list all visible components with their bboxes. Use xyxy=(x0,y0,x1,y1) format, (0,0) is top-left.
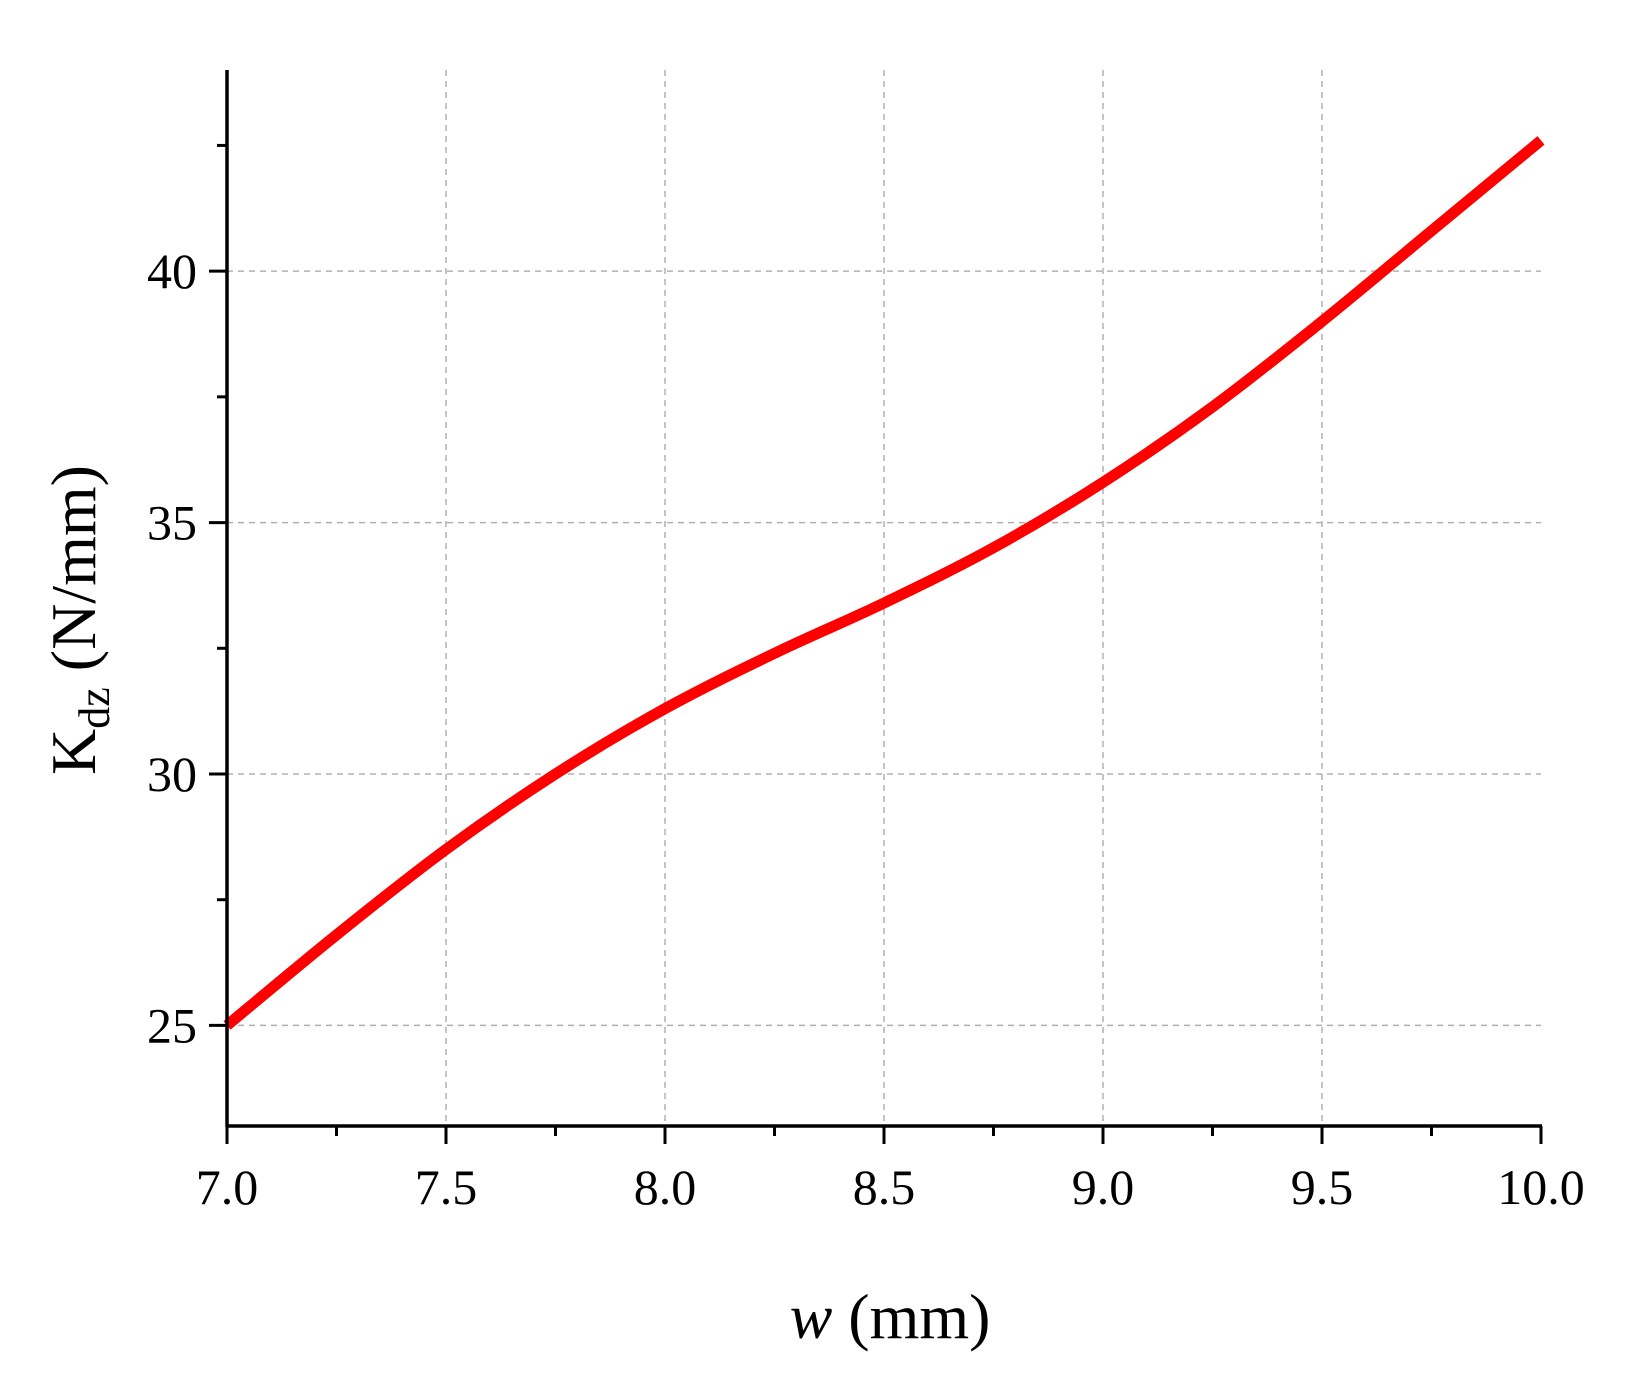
x-tick-label: 10.0 xyxy=(1497,1159,1585,1215)
x-tick-label: 9.5 xyxy=(1291,1159,1354,1215)
x-tick-label: 8.0 xyxy=(634,1159,697,1215)
axes xyxy=(209,70,1543,1144)
y-tick-label: 30 xyxy=(147,746,197,802)
x-tick-label: 8.5 xyxy=(853,1159,916,1215)
series-line-0 xyxy=(223,136,1545,1030)
x-axis-title: w (mm) xyxy=(790,1281,991,1352)
tick-labels: 7.0 7.5 8.0 8.5 9.0 9.5 10.0 25 30 35 40 xyxy=(147,243,1585,1215)
data-series xyxy=(223,136,1545,1030)
x-tick-label: 9.0 xyxy=(1072,1159,1135,1215)
grid-lines xyxy=(227,70,1541,1126)
y-tick-label: 40 xyxy=(147,243,197,299)
y-tick-label: 35 xyxy=(147,495,197,551)
y-tick-label: 25 xyxy=(147,997,197,1053)
y-axis-title: Kdz (N/mm) xyxy=(38,465,119,775)
x-tick-label: 7.0 xyxy=(196,1159,259,1215)
x-tick-label: 7.5 xyxy=(415,1159,478,1215)
